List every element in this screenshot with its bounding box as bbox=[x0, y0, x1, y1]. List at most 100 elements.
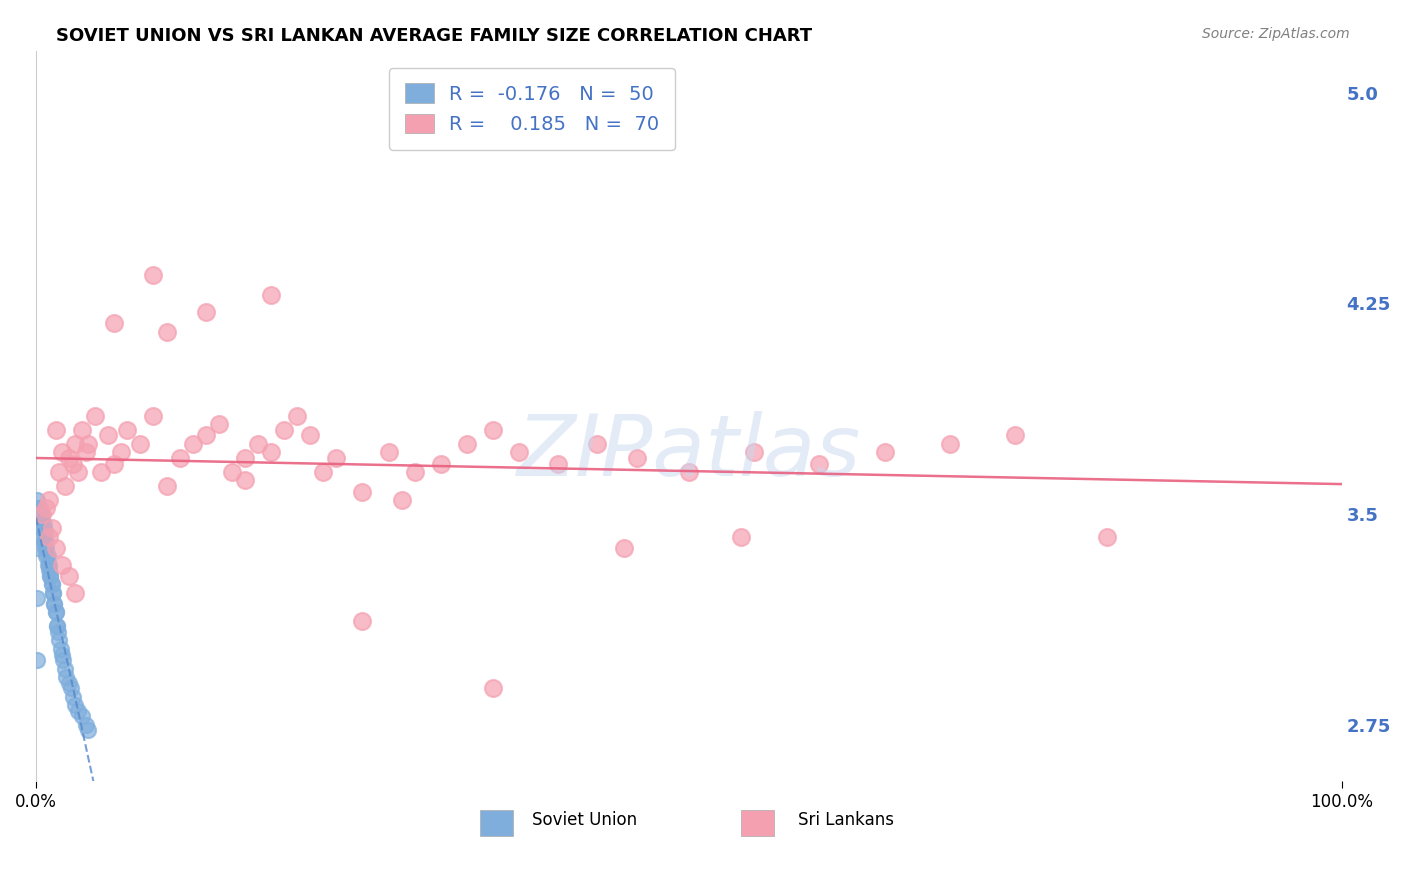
Point bbox=[194, 428, 217, 442]
Point bbox=[31, 530, 53, 544]
Point bbox=[44, 597, 66, 611]
Point bbox=[63, 698, 86, 712]
Point bbox=[612, 541, 634, 555]
Point bbox=[44, 606, 66, 620]
Point bbox=[58, 569, 80, 583]
Point bbox=[155, 325, 177, 339]
Point bbox=[97, 428, 120, 442]
Point bbox=[41, 521, 63, 535]
Point bbox=[221, 465, 243, 479]
Point bbox=[44, 541, 66, 555]
Point bbox=[48, 633, 70, 648]
FancyBboxPatch shape bbox=[479, 810, 513, 836]
Point bbox=[83, 409, 105, 423]
Point bbox=[181, 437, 204, 451]
Point bbox=[25, 493, 48, 508]
Point bbox=[32, 535, 55, 549]
Point bbox=[55, 670, 77, 684]
Point bbox=[39, 569, 62, 583]
Text: SOVIET UNION VS SRI LANKAN AVERAGE FAMILY SIZE CORRELATION CHART: SOVIET UNION VS SRI LANKAN AVERAGE FAMIL… bbox=[56, 27, 813, 45]
Point bbox=[312, 465, 335, 479]
Point bbox=[30, 507, 52, 521]
Text: ZIPatlas: ZIPatlas bbox=[517, 411, 860, 494]
Point bbox=[25, 653, 48, 667]
Point bbox=[730, 530, 752, 544]
Point bbox=[285, 409, 308, 423]
Point bbox=[48, 465, 70, 479]
Point bbox=[482, 681, 505, 696]
Point bbox=[41, 577, 63, 591]
Point bbox=[325, 450, 347, 465]
Point bbox=[60, 681, 83, 696]
Point bbox=[34, 524, 56, 538]
Point bbox=[299, 428, 322, 442]
Point bbox=[103, 316, 125, 330]
Point bbox=[70, 709, 93, 723]
Point bbox=[117, 423, 139, 437]
Point bbox=[25, 541, 48, 555]
Point bbox=[38, 563, 60, 577]
Point bbox=[44, 606, 66, 620]
Point bbox=[1095, 530, 1118, 544]
Point bbox=[75, 717, 97, 731]
Point bbox=[53, 661, 76, 675]
Point bbox=[678, 465, 700, 479]
Point bbox=[66, 704, 89, 718]
Point bbox=[44, 597, 66, 611]
Point bbox=[28, 501, 51, 516]
Point bbox=[482, 423, 505, 437]
FancyBboxPatch shape bbox=[741, 810, 773, 836]
Point bbox=[34, 533, 56, 547]
Point bbox=[42, 585, 65, 599]
Point bbox=[75, 445, 97, 459]
Point bbox=[103, 457, 125, 471]
Point bbox=[62, 457, 84, 471]
Point bbox=[208, 417, 231, 432]
Point bbox=[456, 437, 478, 451]
Point bbox=[377, 445, 399, 459]
Text: Source: ZipAtlas.com: Source: ZipAtlas.com bbox=[1202, 27, 1350, 41]
Point bbox=[626, 450, 648, 465]
Point bbox=[62, 690, 84, 704]
Point bbox=[30, 521, 52, 535]
Point bbox=[873, 445, 896, 459]
Point bbox=[38, 493, 60, 508]
Point bbox=[34, 541, 56, 555]
Point bbox=[260, 288, 283, 302]
Point bbox=[49, 641, 72, 656]
Point bbox=[194, 305, 217, 319]
Point bbox=[45, 619, 67, 633]
Point bbox=[429, 457, 451, 471]
Point bbox=[38, 558, 60, 572]
Point bbox=[58, 450, 80, 465]
Point bbox=[27, 507, 49, 521]
Point bbox=[32, 518, 55, 533]
Point bbox=[25, 501, 48, 516]
Point bbox=[142, 268, 165, 283]
Point bbox=[38, 530, 60, 544]
Point bbox=[273, 423, 295, 437]
Point bbox=[35, 541, 58, 555]
Point bbox=[52, 653, 75, 667]
Point bbox=[58, 675, 80, 690]
Point bbox=[246, 437, 269, 451]
Point bbox=[31, 507, 53, 521]
Point bbox=[41, 577, 63, 591]
Point bbox=[742, 445, 765, 459]
Point bbox=[28, 513, 51, 527]
Point bbox=[939, 437, 962, 451]
Text: Soviet Union: Soviet Union bbox=[531, 811, 637, 829]
Point bbox=[508, 445, 530, 459]
Text: Sri Lankans: Sri Lankans bbox=[797, 811, 894, 829]
Point bbox=[110, 445, 132, 459]
Point bbox=[77, 437, 100, 451]
Point bbox=[1004, 428, 1026, 442]
Point bbox=[53, 479, 76, 493]
Point bbox=[39, 569, 62, 583]
Point bbox=[169, 450, 191, 465]
Point bbox=[37, 549, 59, 564]
Point bbox=[25, 591, 48, 606]
Point bbox=[70, 423, 93, 437]
Point bbox=[233, 474, 256, 488]
Point bbox=[46, 625, 69, 640]
